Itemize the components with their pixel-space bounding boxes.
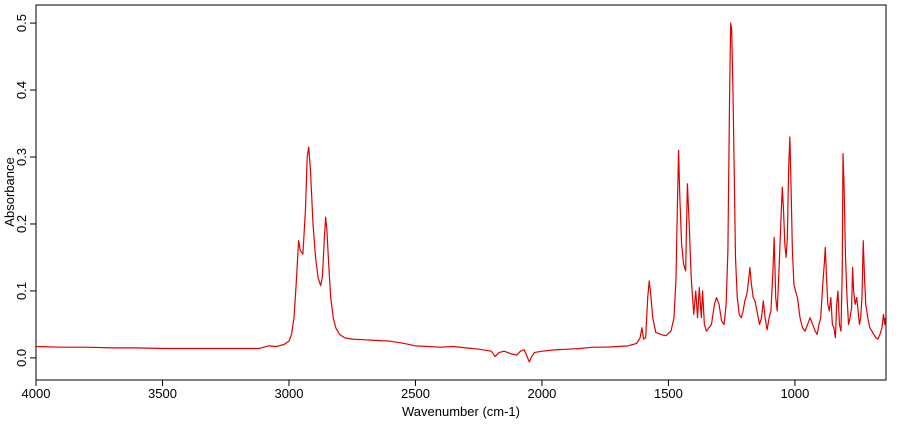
plot-frame <box>35 4 887 381</box>
x-tick-label: 2500 <box>401 386 430 401</box>
y-tick-label: 0.0 <box>14 349 29 367</box>
y-tick-label: 0.1 <box>14 282 29 300</box>
x-tick-label: 1000 <box>780 386 809 401</box>
y-tick-label: 0.3 <box>14 148 29 166</box>
y-axis-label: Absorbance <box>2 157 17 226</box>
x-axis-label: Wavenumber (cm-1) <box>402 404 520 419</box>
y-tick-label: 0.2 <box>14 215 29 233</box>
y-tick-label: 0.4 <box>14 81 29 99</box>
x-tick-label: 2000 <box>527 386 556 401</box>
y-tick-label: 0.5 <box>14 14 29 32</box>
spectrum-line <box>35 22 887 363</box>
x-tick-label: 3500 <box>148 386 177 401</box>
x-tick-label: 3000 <box>275 386 304 401</box>
x-tick-label: 4000 <box>22 386 51 401</box>
x-tick-label: 1500 <box>654 386 683 401</box>
